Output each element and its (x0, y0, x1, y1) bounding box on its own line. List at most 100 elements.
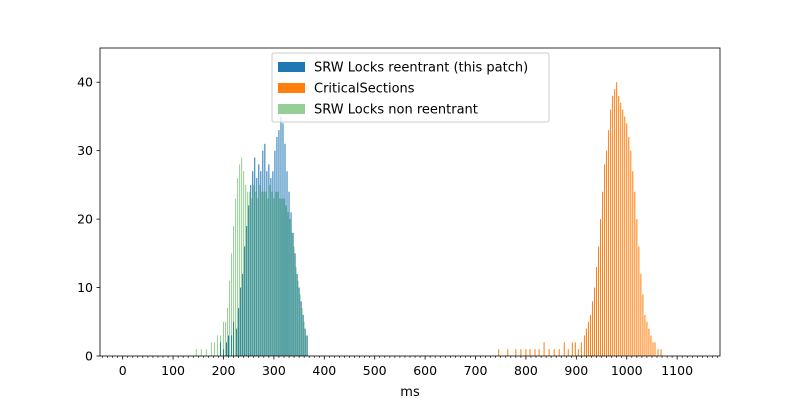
bar (259, 184, 261, 356)
bar (292, 232, 294, 356)
bar (271, 191, 273, 356)
y-tick-label: 0 (85, 349, 93, 364)
bar (614, 89, 616, 356)
bar (583, 335, 585, 356)
bar (299, 294, 301, 356)
bar (520, 349, 522, 356)
bar (598, 246, 600, 356)
bar (660, 349, 662, 356)
bar (247, 191, 249, 356)
bar (585, 328, 587, 356)
bar (610, 109, 612, 356)
x-tick-label: 200 (212, 363, 236, 378)
legend: SRW Locks reentrant (this patch) Critical… (271, 52, 550, 123)
bar (235, 198, 237, 356)
bar (300, 301, 302, 356)
series-2-bars (195, 157, 307, 356)
bar (302, 314, 304, 356)
bar (636, 219, 638, 356)
bar (291, 232, 293, 356)
bar (275, 191, 277, 356)
y-tick-label: 40 (77, 75, 93, 90)
bar (618, 95, 620, 356)
bar (251, 198, 253, 356)
bar (553, 349, 555, 356)
bar (567, 349, 569, 356)
bar (244, 246, 246, 356)
bar (238, 308, 240, 356)
bar (219, 335, 221, 356)
bar (297, 280, 299, 356)
bar (622, 109, 624, 356)
bar (257, 198, 259, 356)
bar (213, 342, 215, 356)
bar (612, 95, 614, 356)
bar (269, 184, 271, 356)
bar (264, 143, 266, 356)
bar (626, 123, 628, 356)
bar (253, 184, 255, 356)
bar (646, 321, 648, 356)
bar (210, 342, 212, 356)
bar (195, 349, 197, 356)
bar (262, 150, 264, 356)
bar (525, 349, 527, 356)
bar (277, 191, 279, 356)
bar (273, 198, 275, 356)
bar (295, 267, 297, 356)
bar (216, 335, 218, 356)
bar (293, 246, 295, 356)
y-tick-label: 30 (77, 143, 93, 158)
bar (240, 287, 242, 356)
bar (276, 136, 278, 356)
bar (254, 157, 256, 356)
bar (239, 164, 241, 356)
bar (243, 171, 245, 356)
bar (226, 342, 228, 356)
bar (301, 308, 303, 356)
legend-label: SRW Locks reentrant (this patch) (314, 61, 528, 76)
bar (580, 342, 582, 356)
x-tick-label: 300 (262, 363, 286, 378)
bar (285, 205, 287, 356)
bar (246, 225, 248, 356)
bar (642, 294, 644, 356)
bar (241, 157, 243, 356)
bar (281, 198, 283, 356)
bar (282, 123, 284, 356)
x-tick-label: 100 (161, 363, 185, 378)
x-tick-label: 700 (464, 363, 488, 378)
bars-layer (195, 82, 662, 356)
bar (624, 116, 626, 356)
bar (255, 191, 257, 356)
x-tick-label: 0 (119, 363, 127, 378)
x-tick-label: 900 (564, 363, 588, 378)
bar (266, 171, 268, 356)
bar (222, 321, 224, 356)
bar (574, 342, 576, 356)
bar (591, 301, 593, 356)
bar (200, 349, 202, 356)
bar (298, 287, 300, 356)
x-axis-ticks: 0 100 200 300 400 500 600 700 800 900 1000 1100 (102, 356, 718, 378)
bar (648, 328, 650, 356)
bar (620, 102, 622, 356)
bar (268, 164, 270, 356)
bar (638, 246, 640, 356)
bar (267, 198, 269, 356)
bar (290, 212, 292, 356)
bar (225, 321, 227, 356)
bar (287, 212, 289, 356)
bar (304, 328, 306, 356)
x-tick-label: 800 (514, 363, 538, 378)
bar (283, 198, 285, 356)
y-tick-label: 20 (77, 212, 93, 227)
bar (600, 219, 602, 356)
bar (604, 164, 606, 356)
series-1-bars (498, 82, 662, 356)
bar (628, 136, 630, 356)
bar (231, 253, 233, 356)
bar (284, 143, 286, 356)
bar (229, 280, 231, 356)
